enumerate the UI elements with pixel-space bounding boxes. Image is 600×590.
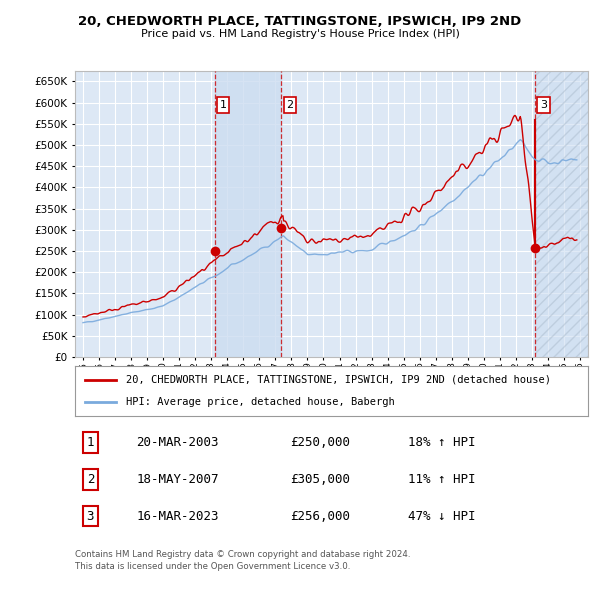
Bar bbox=[535, 71, 588, 357]
Text: 1: 1 bbox=[86, 436, 94, 449]
Bar bbox=[535, 71, 588, 357]
Text: 16-MAR-2023: 16-MAR-2023 bbox=[137, 510, 219, 523]
Text: 20, CHEDWORTH PLACE, TATTINGSTONE, IPSWICH, IP9 2ND: 20, CHEDWORTH PLACE, TATTINGSTONE, IPSWI… bbox=[79, 15, 521, 28]
Text: 2: 2 bbox=[286, 100, 293, 110]
Text: 1: 1 bbox=[220, 100, 227, 110]
Text: Contains HM Land Registry data © Crown copyright and database right 2024.: Contains HM Land Registry data © Crown c… bbox=[75, 550, 410, 559]
Text: 20, CHEDWORTH PLACE, TATTINGSTONE, IPSWICH, IP9 2ND (detached house): 20, CHEDWORTH PLACE, TATTINGSTONE, IPSWI… bbox=[127, 375, 551, 385]
Text: 11% ↑ HPI: 11% ↑ HPI bbox=[409, 473, 476, 486]
Text: 18% ↑ HPI: 18% ↑ HPI bbox=[409, 436, 476, 449]
Text: 20-MAR-2003: 20-MAR-2003 bbox=[137, 436, 219, 449]
Text: £256,000: £256,000 bbox=[290, 510, 350, 523]
Text: 2: 2 bbox=[86, 473, 94, 486]
Text: £250,000: £250,000 bbox=[290, 436, 350, 449]
Text: HPI: Average price, detached house, Babergh: HPI: Average price, detached house, Babe… bbox=[127, 397, 395, 407]
Text: £305,000: £305,000 bbox=[290, 473, 350, 486]
Text: 3: 3 bbox=[540, 100, 547, 110]
Text: 18-MAY-2007: 18-MAY-2007 bbox=[137, 473, 219, 486]
Text: This data is licensed under the Open Government Licence v3.0.: This data is licensed under the Open Gov… bbox=[75, 562, 350, 571]
Bar bbox=[215, 71, 281, 357]
Text: Price paid vs. HM Land Registry's House Price Index (HPI): Price paid vs. HM Land Registry's House … bbox=[140, 30, 460, 39]
Text: 3: 3 bbox=[86, 510, 94, 523]
Text: 47% ↓ HPI: 47% ↓ HPI bbox=[409, 510, 476, 523]
